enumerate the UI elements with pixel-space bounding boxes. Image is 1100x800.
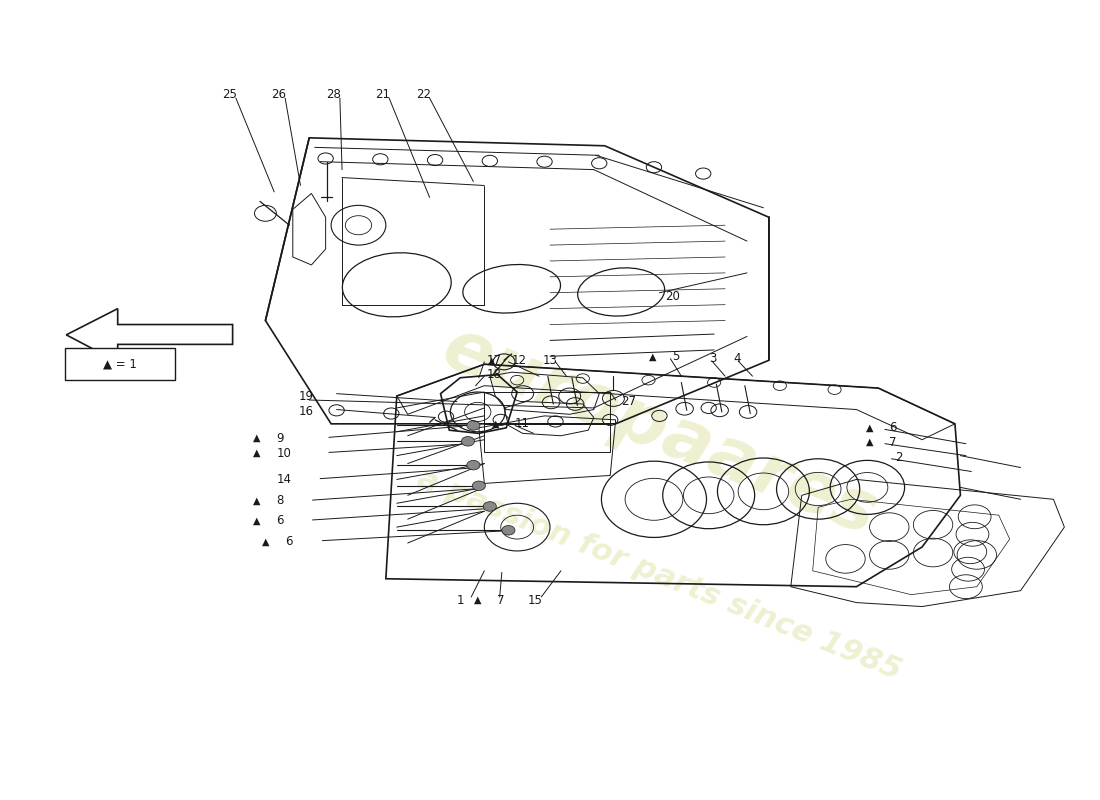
Circle shape [502,526,515,535]
Text: europaares: europaares [432,313,887,550]
Text: 7: 7 [889,436,896,449]
Text: 18: 18 [486,368,502,381]
Text: ▲: ▲ [492,419,499,429]
Circle shape [483,502,496,511]
Text: 6: 6 [276,514,284,527]
Text: 25: 25 [222,88,236,101]
Text: 27: 27 [621,395,636,408]
FancyBboxPatch shape [65,348,175,380]
Text: 3: 3 [708,352,716,365]
Text: ▲: ▲ [866,423,873,433]
Text: 9: 9 [276,432,284,445]
Text: 16: 16 [298,405,314,418]
Circle shape [466,460,480,470]
Text: 8: 8 [276,494,284,507]
Text: ▲: ▲ [262,537,270,546]
Text: 14: 14 [276,473,292,486]
Text: ▲ = 1: ▲ = 1 [103,358,136,370]
Text: 28: 28 [326,88,341,101]
Text: 12: 12 [512,354,527,366]
Text: 5: 5 [672,350,680,363]
Text: 21: 21 [375,88,389,101]
Text: a passion for parts since 1985: a passion for parts since 1985 [414,464,905,686]
Circle shape [466,421,480,430]
Text: 1: 1 [456,594,464,606]
Text: 4: 4 [734,352,741,365]
Text: 10: 10 [276,446,292,460]
Text: ▲: ▲ [253,516,261,526]
Text: 11: 11 [515,418,530,430]
Text: 17: 17 [486,354,502,366]
Circle shape [472,481,485,490]
Text: 6: 6 [285,535,293,548]
Text: 22: 22 [417,88,431,101]
Text: 6: 6 [889,422,896,434]
Text: 19: 19 [298,390,314,402]
Text: ▲: ▲ [649,351,657,362]
Text: 26: 26 [271,88,286,101]
Circle shape [461,437,474,446]
Text: ▲: ▲ [488,355,496,366]
Text: ▲: ▲ [253,433,261,443]
Text: 7: 7 [497,594,505,606]
Text: ▲: ▲ [474,595,482,605]
Text: 13: 13 [542,354,558,366]
Text: ▲: ▲ [253,496,261,506]
Text: ▲: ▲ [866,437,873,447]
Text: 15: 15 [528,594,543,606]
Text: ▲: ▲ [253,448,261,458]
Text: 2: 2 [894,450,902,464]
Text: 20: 20 [664,290,680,303]
